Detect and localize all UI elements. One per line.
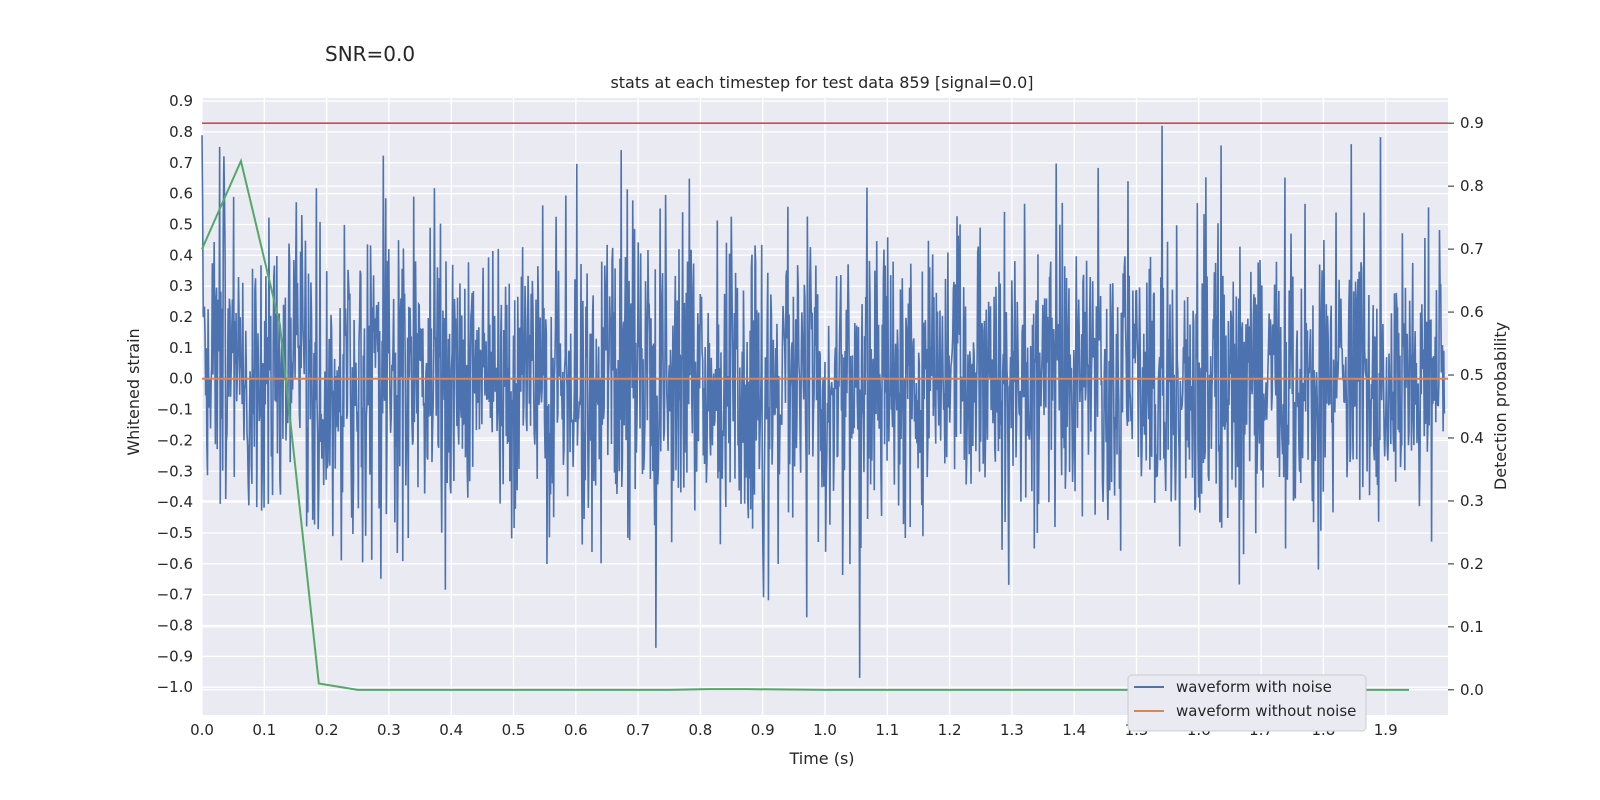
y-tick-label: −0.7 xyxy=(157,586,193,604)
y2-tick-label: 0.4 xyxy=(1460,429,1484,447)
y-axis-left-ticks: 0.9 0.8 0.7 0.6 0.5 0.4 0.3 0.2 0.1 0.0 −0.1 −0.2 −0… xyxy=(157,92,193,696)
y2-tick-label: 0.0 xyxy=(1460,681,1484,699)
y-tick-label: −0.4 xyxy=(157,493,193,511)
legend-box xyxy=(1127,674,1367,732)
y2-tick-label: 0.3 xyxy=(1460,492,1484,510)
y-tick-label: 0.1 xyxy=(169,339,193,357)
x-tick-label: 0.5 xyxy=(502,721,526,739)
y2-tick-label: 0.8 xyxy=(1460,177,1484,195)
y-tick-label: −0.1 xyxy=(157,401,193,419)
y2-tick-label: 0.1 xyxy=(1460,618,1484,636)
y2-tick-label: 0.7 xyxy=(1460,240,1484,258)
x-tick-label: 0.7 xyxy=(626,721,650,739)
series-waveform-with-noise xyxy=(201,125,1446,678)
x-tick-label: 1.2 xyxy=(938,721,962,739)
y2-tick-label: 0.2 xyxy=(1460,555,1484,573)
x-tick-label: 1.3 xyxy=(1000,721,1024,739)
x-tick-label: 0.3 xyxy=(377,721,401,739)
y2-tick-label: 0.9 xyxy=(1460,114,1484,132)
x-tick-label: 1.0 xyxy=(813,721,837,739)
x-axis-label: Time (s) xyxy=(788,749,854,768)
y-tick-label: 0.4 xyxy=(169,246,193,264)
y-tick-label: −0.3 xyxy=(157,462,193,480)
legend-label-clean: waveform without noise xyxy=(1176,702,1356,720)
x-tick-label: 0.8 xyxy=(688,721,712,739)
y-tick-label: 0.0 xyxy=(169,370,193,388)
y-tick-label: −0.6 xyxy=(157,555,193,573)
y-tick-label: 0.2 xyxy=(169,308,193,326)
y-tick-label: 0.5 xyxy=(169,215,193,233)
y-axis-left-label: Whitened strain xyxy=(124,328,143,455)
x-axis-ticks: 0.0 0.1 0.2 0.3 0.4 0.5 0.6 0.7 0.8 0.9 1.0 1.1 1.2 1… xyxy=(190,721,1398,739)
y-axis-right-ticks: 0.9 0.8 0.7 0.6 0.5 0.4 0.3 0.2 0.1 0.0 xyxy=(1448,114,1484,699)
x-tick-label: 0.2 xyxy=(315,721,339,739)
x-tick-label: 0.0 xyxy=(190,721,214,739)
y-axis-right-label: Detection probability xyxy=(1491,322,1510,490)
y-tick-label: 0.9 xyxy=(169,92,193,110)
y-tick-label: −0.5 xyxy=(157,524,193,542)
y-tick-label: 0.8 xyxy=(169,123,193,141)
figure-suptitle: SNR=0.0 xyxy=(325,42,416,66)
y-tick-label: 0.6 xyxy=(169,185,193,203)
y-tick-label: −0.9 xyxy=(157,647,193,665)
y-tick-label: −1.0 xyxy=(157,678,193,696)
y-tick-label: 0.3 xyxy=(169,277,193,295)
y2-tick-label: 0.6 xyxy=(1460,303,1484,321)
y2-tick-label: 0.5 xyxy=(1460,366,1484,384)
x-tick-label: 1.1 xyxy=(875,721,899,739)
legend: waveform with noise waveform without noi… xyxy=(1127,674,1367,732)
x-tick-label: 1.4 xyxy=(1062,721,1086,739)
series-layer xyxy=(201,122,1448,691)
legend-label-noise: waveform with noise xyxy=(1176,678,1332,696)
series-detection-probability xyxy=(201,157,1410,691)
x-tick-label: 0.4 xyxy=(439,721,463,739)
y-tick-label: 0.7 xyxy=(169,154,193,172)
y-tick-label: −0.8 xyxy=(157,617,193,635)
x-tick-label: 0.1 xyxy=(252,721,276,739)
x-tick-label: 0.6 xyxy=(564,721,588,739)
chart-title: stats at each timestep for test data 859… xyxy=(610,73,1033,92)
y-tick-label: −0.2 xyxy=(157,431,193,449)
x-tick-label: 1.9 xyxy=(1374,721,1398,739)
x-tick-label: 0.9 xyxy=(751,721,775,739)
